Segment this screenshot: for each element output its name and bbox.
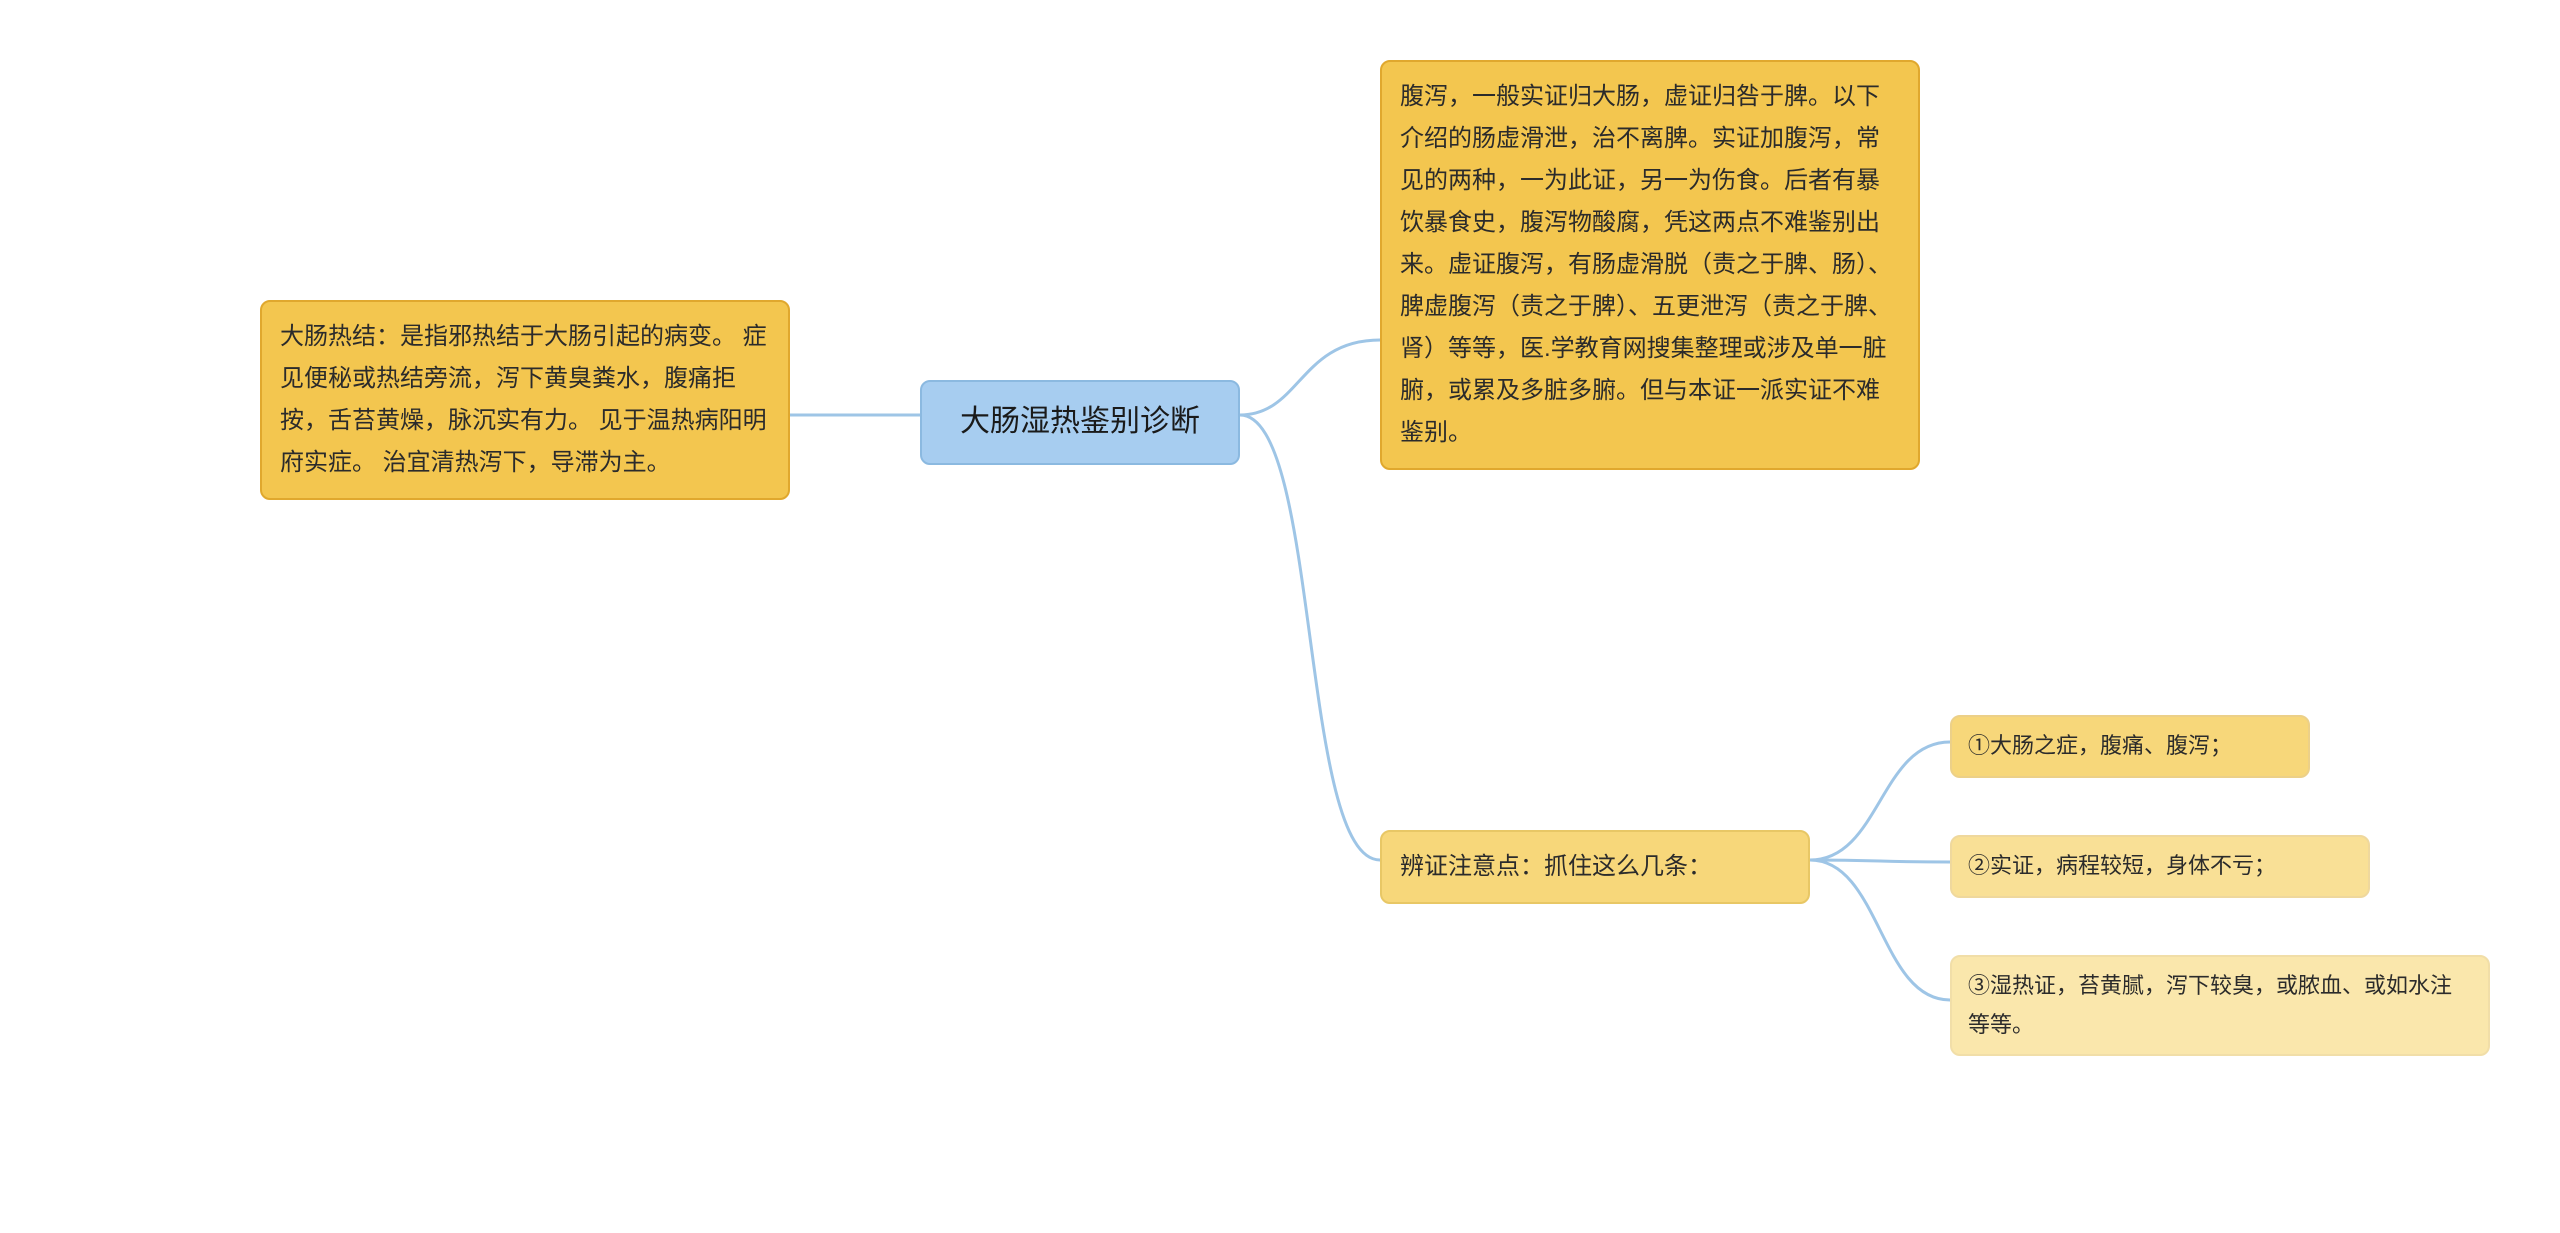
node-text: 大肠热结：是指邪热结于大肠引起的病变。 症见便秘或热结旁流，泻下黄臭粪水，腹痛拒… xyxy=(280,323,767,476)
connector xyxy=(1810,860,1950,1000)
leaf-text: ③湿热证，苔黄腻，泻下较臭，或脓血、或如水注等等。 xyxy=(1968,973,2452,1037)
center-node[interactable]: 大肠湿热鉴别诊断 xyxy=(920,380,1240,465)
node-right-diarrhea[interactable]: 腹泻，一般实证归大肠，虚证归咎于脾。以下介绍的肠虚滑泄，治不离脾。实证加腹泻，常… xyxy=(1380,60,1920,470)
connector xyxy=(1240,340,1380,415)
leaf-keypoint-1[interactable]: ①大肠之症，腹痛、腹泻； xyxy=(1950,715,2310,778)
node-text: 腹泻，一般实证归大肠，虚证归咎于脾。以下介绍的肠虚滑泄，治不离脾。实证加腹泻，常… xyxy=(1400,83,1892,446)
leaf-keypoint-3[interactable]: ③湿热证，苔黄腻，泻下较臭，或脓血、或如水注等等。 xyxy=(1950,955,2490,1056)
center-node-label: 大肠湿热鉴别诊断 xyxy=(960,405,1200,438)
node-right-keypoints[interactable]: 辨证注意点：抓住这么几条： xyxy=(1380,830,1810,904)
connector xyxy=(1810,742,1950,860)
leaf-text: ②实证，病程较短，身体不亏； xyxy=(1968,853,2276,878)
connector xyxy=(1240,415,1380,860)
leaf-keypoint-2[interactable]: ②实证，病程较短，身体不亏； xyxy=(1950,835,2370,898)
node-left-heat-bind[interactable]: 大肠热结：是指邪热结于大肠引起的病变。 症见便秘或热结旁流，泻下黄臭粪水，腹痛拒… xyxy=(260,300,790,500)
connector xyxy=(1810,860,1950,862)
node-text: 辨证注意点：抓住这么几条： xyxy=(1400,853,1712,880)
leaf-text: ①大肠之症，腹痛、腹泻； xyxy=(1968,733,2232,758)
